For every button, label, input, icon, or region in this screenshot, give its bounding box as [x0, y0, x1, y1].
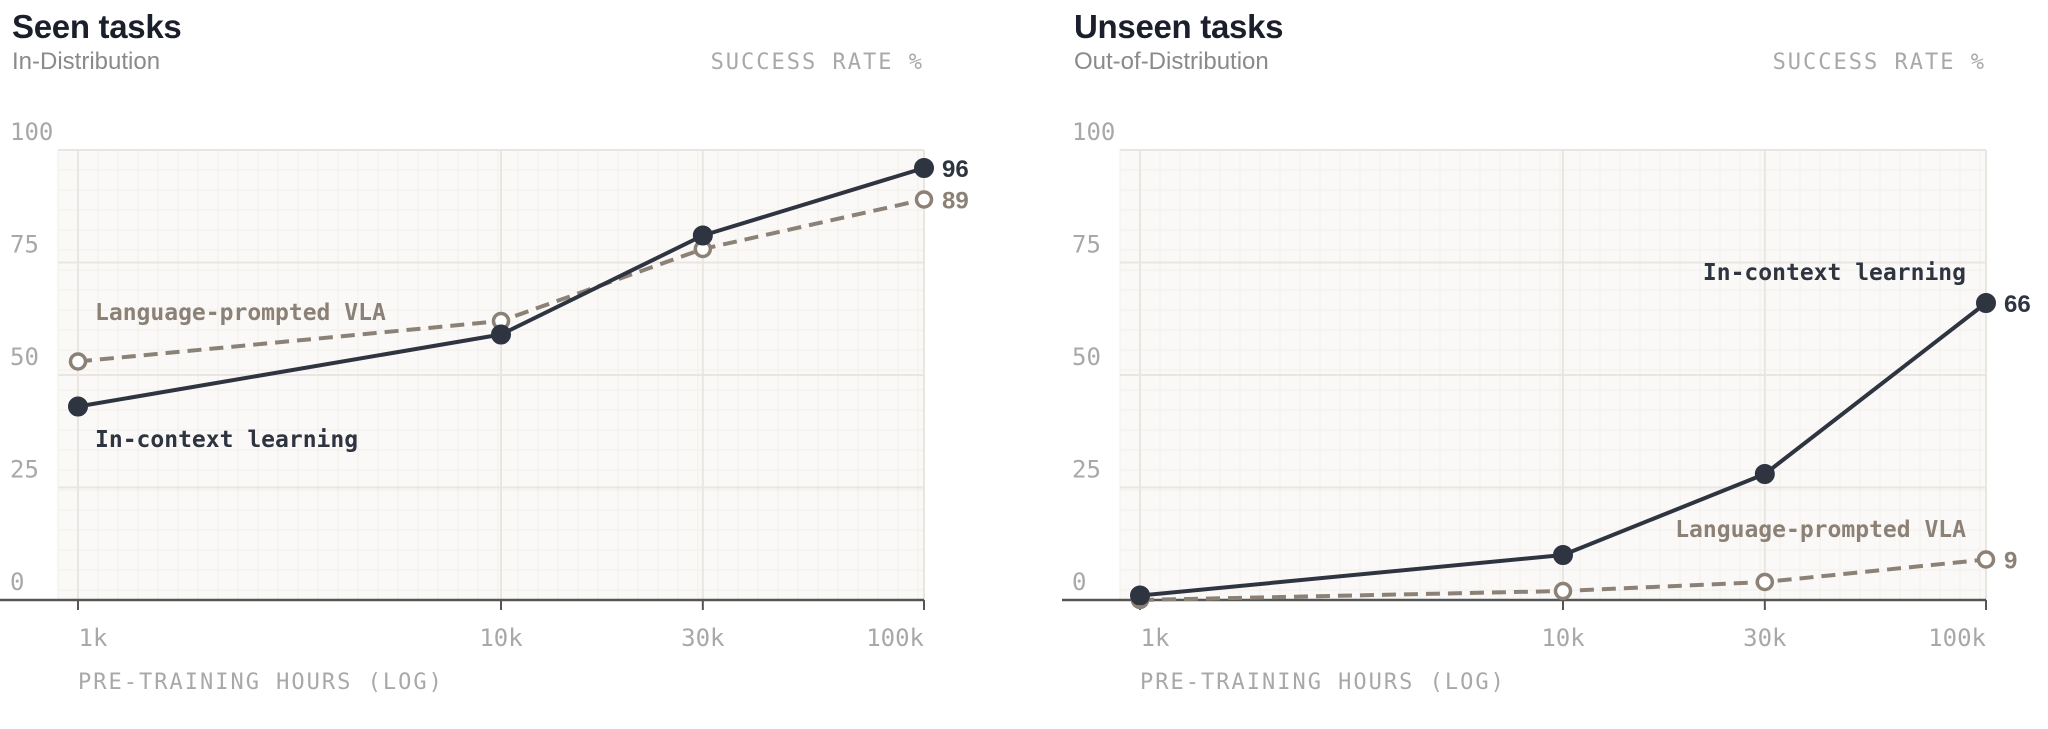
vla-series-line: [1139, 557, 1987, 602]
icl-data-point: [68, 396, 88, 417]
x-axis-title: PRE-TRAINING HOURS (LOG): [78, 670, 444, 695]
vla-series-label: Language-prompted VLA: [95, 300, 386, 326]
x-tick-label: 100k: [1928, 624, 1986, 652]
y-tick-label: 25: [1072, 456, 1101, 484]
icl-data-point: [692, 225, 713, 246]
icl-data-point: [1754, 464, 1775, 484]
x-tick-label: 100k: [866, 624, 924, 652]
end-value-label: 96: [942, 156, 969, 183]
x-tick-label: 30k: [1743, 624, 1787, 652]
y-tick-label: 50: [10, 343, 39, 371]
vla-data-point: [68, 352, 88, 371]
icl-data-point: [1553, 545, 1573, 565]
icl-series-label: In-context learning: [1703, 260, 1966, 286]
chart-title: Seen tasks: [12, 8, 182, 45]
chart-subtitle: Out-of-Distribution: [1074, 48, 1269, 75]
icl-series-line: [1139, 301, 1988, 598]
y-tick-label: 75: [1072, 231, 1101, 259]
end-value-label: 89: [942, 188, 969, 215]
icl-data-point: [1130, 585, 1150, 606]
chart-subtitle: In-Distribution: [12, 48, 161, 75]
y-tick-label: 75: [10, 231, 39, 259]
y-axis-title: SUCCESS RATE %: [1772, 50, 1986, 75]
y-axis-title: SUCCESS RATE %: [710, 50, 924, 75]
x-tick-label: 1k: [79, 624, 108, 652]
x-tick-label: 10k: [1541, 624, 1585, 652]
chart-title: Unseen tasks: [1074, 8, 1284, 45]
x-tick-label: 30k: [681, 624, 725, 652]
icl-series-line: [77, 166, 925, 409]
y-tick-label: 50: [1072, 343, 1101, 371]
vla-data-point: [1755, 572, 1775, 592]
end-value-label: 9: [2004, 548, 2017, 575]
vla-data-point: [914, 190, 934, 209]
x-tick-label: 10k: [479, 624, 523, 652]
icl-data-point: [914, 158, 934, 178]
vla-data-point: [1976, 550, 1996, 569]
seen-tasks-plot: 0 25 50 75 100 1k 10k 30k 100k 89 Language-prompte…: [0, 118, 969, 652]
x-axis-title: PRE-TRAINING HOURS (LOG): [1140, 670, 1506, 695]
y-tick-label: 100: [1072, 118, 1115, 146]
unseen-tasks-panel: Unseen tasks Out-of-Distribution SUCCESS…: [1062, 0, 2048, 729]
icl-data-point: [491, 324, 511, 345]
y-tick-label: 100: [10, 118, 53, 146]
vla-series-label: Language-prompted VLA: [1675, 517, 1966, 543]
seen-tasks-panel: Seen tasks In-Distribution SUCCESS RATE …: [0, 8, 969, 695]
icl-series-label: In-context learning: [95, 427, 358, 453]
end-value-label: 66: [2004, 291, 2031, 318]
icl-data-point: [1976, 293, 1996, 313]
x-tick-label: 1k: [1141, 624, 1170, 652]
y-tick-label: 0: [1072, 568, 1086, 596]
y-tick-label: 0: [10, 568, 24, 596]
vla-data-point: [1553, 581, 1573, 601]
y-tick-label: 25: [10, 456, 39, 484]
unseen-tasks-plot: 0 25 50 75 100 1k 10k 30k 100k 9 Language-prompted…: [1062, 118, 2031, 652]
